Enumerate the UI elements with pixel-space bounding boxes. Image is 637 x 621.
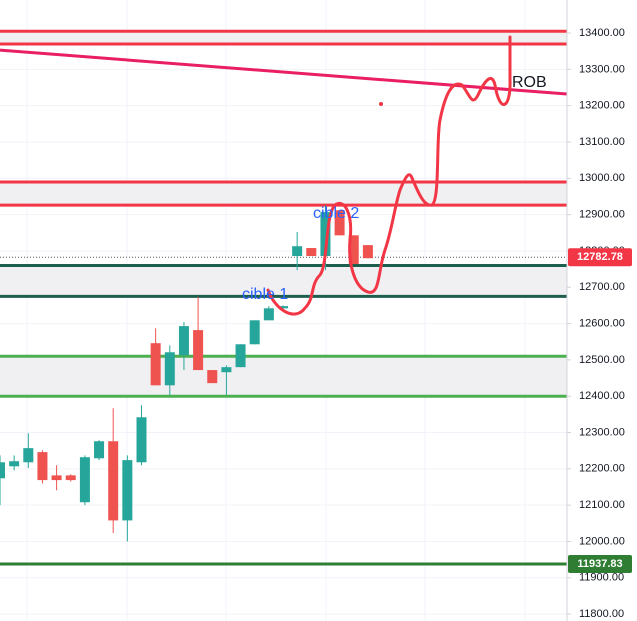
price-label: 12782.78 [577,251,623,263]
candle-body [348,235,359,265]
candle-body [292,246,303,257]
y-tick-label: 12200.00 [579,463,625,475]
y-tick-label: 13400.00 [579,27,625,39]
y-tick-label: 13200.00 [579,100,625,112]
candle-body [164,352,175,386]
candle-body [362,245,373,259]
candle-body [306,248,317,257]
zone [0,181,567,206]
y-tick-label: 12400.00 [579,390,625,402]
candle-body [207,370,218,384]
y-tick-label: 12300.00 [579,426,625,438]
candle-body [320,212,331,257]
candle-body [94,441,105,459]
annotation: cible 2 [313,205,359,222]
candle-body [108,441,119,521]
y-tick-label: 12000.00 [579,535,625,547]
candle-body [221,367,232,373]
marker-dot [379,102,383,106]
trendline [0,48,568,96]
y-tick-label: 12700.00 [579,281,625,293]
price-label-box [568,248,632,267]
candle-body [334,210,345,236]
candle-body [136,417,147,463]
price-axis: 11800.00 11900.00 12000.00 12100.00 12200.00… [566,0,637,621]
candle-body [51,475,62,481]
axis-bg [567,0,637,621]
y-tick-label: 11900.00 [579,572,624,584]
candle-body [122,460,133,521]
zone [0,265,567,297]
zone [0,31,567,44]
candle-body [278,306,288,309]
plot [0,0,568,621]
candle-body [9,461,20,467]
annotation: cible 1 [242,286,288,303]
y-tick-label: 12600.00 [579,317,625,329]
y-tick-label: 13000.00 [579,172,625,184]
candle-body [0,462,5,479]
candle-body [37,452,48,481]
candle-body [193,330,204,371]
candle-body [235,344,246,368]
hand-drawing [266,35,512,316]
y-tick-label: 12500.00 [579,354,625,366]
y-tick-label: 13100.00 [579,136,625,148]
candle-body [263,308,274,321]
candle-body [65,475,76,481]
candle-body [178,326,189,356]
price-label: 11937.83 [577,558,622,570]
annotation: ROB [512,74,547,91]
candle-body [23,448,34,463]
y-tick-label: 12100.00 [579,499,625,511]
y-tick-label: 12900.00 [579,209,625,221]
zone [0,356,567,397]
candle-body [150,343,161,386]
price-label-box [568,555,632,574]
candle-body [249,320,260,345]
candle-body [79,457,90,503]
y-tick-label: 13300.00 [579,63,625,75]
y-tick-label: 11800.00 [579,608,624,620]
